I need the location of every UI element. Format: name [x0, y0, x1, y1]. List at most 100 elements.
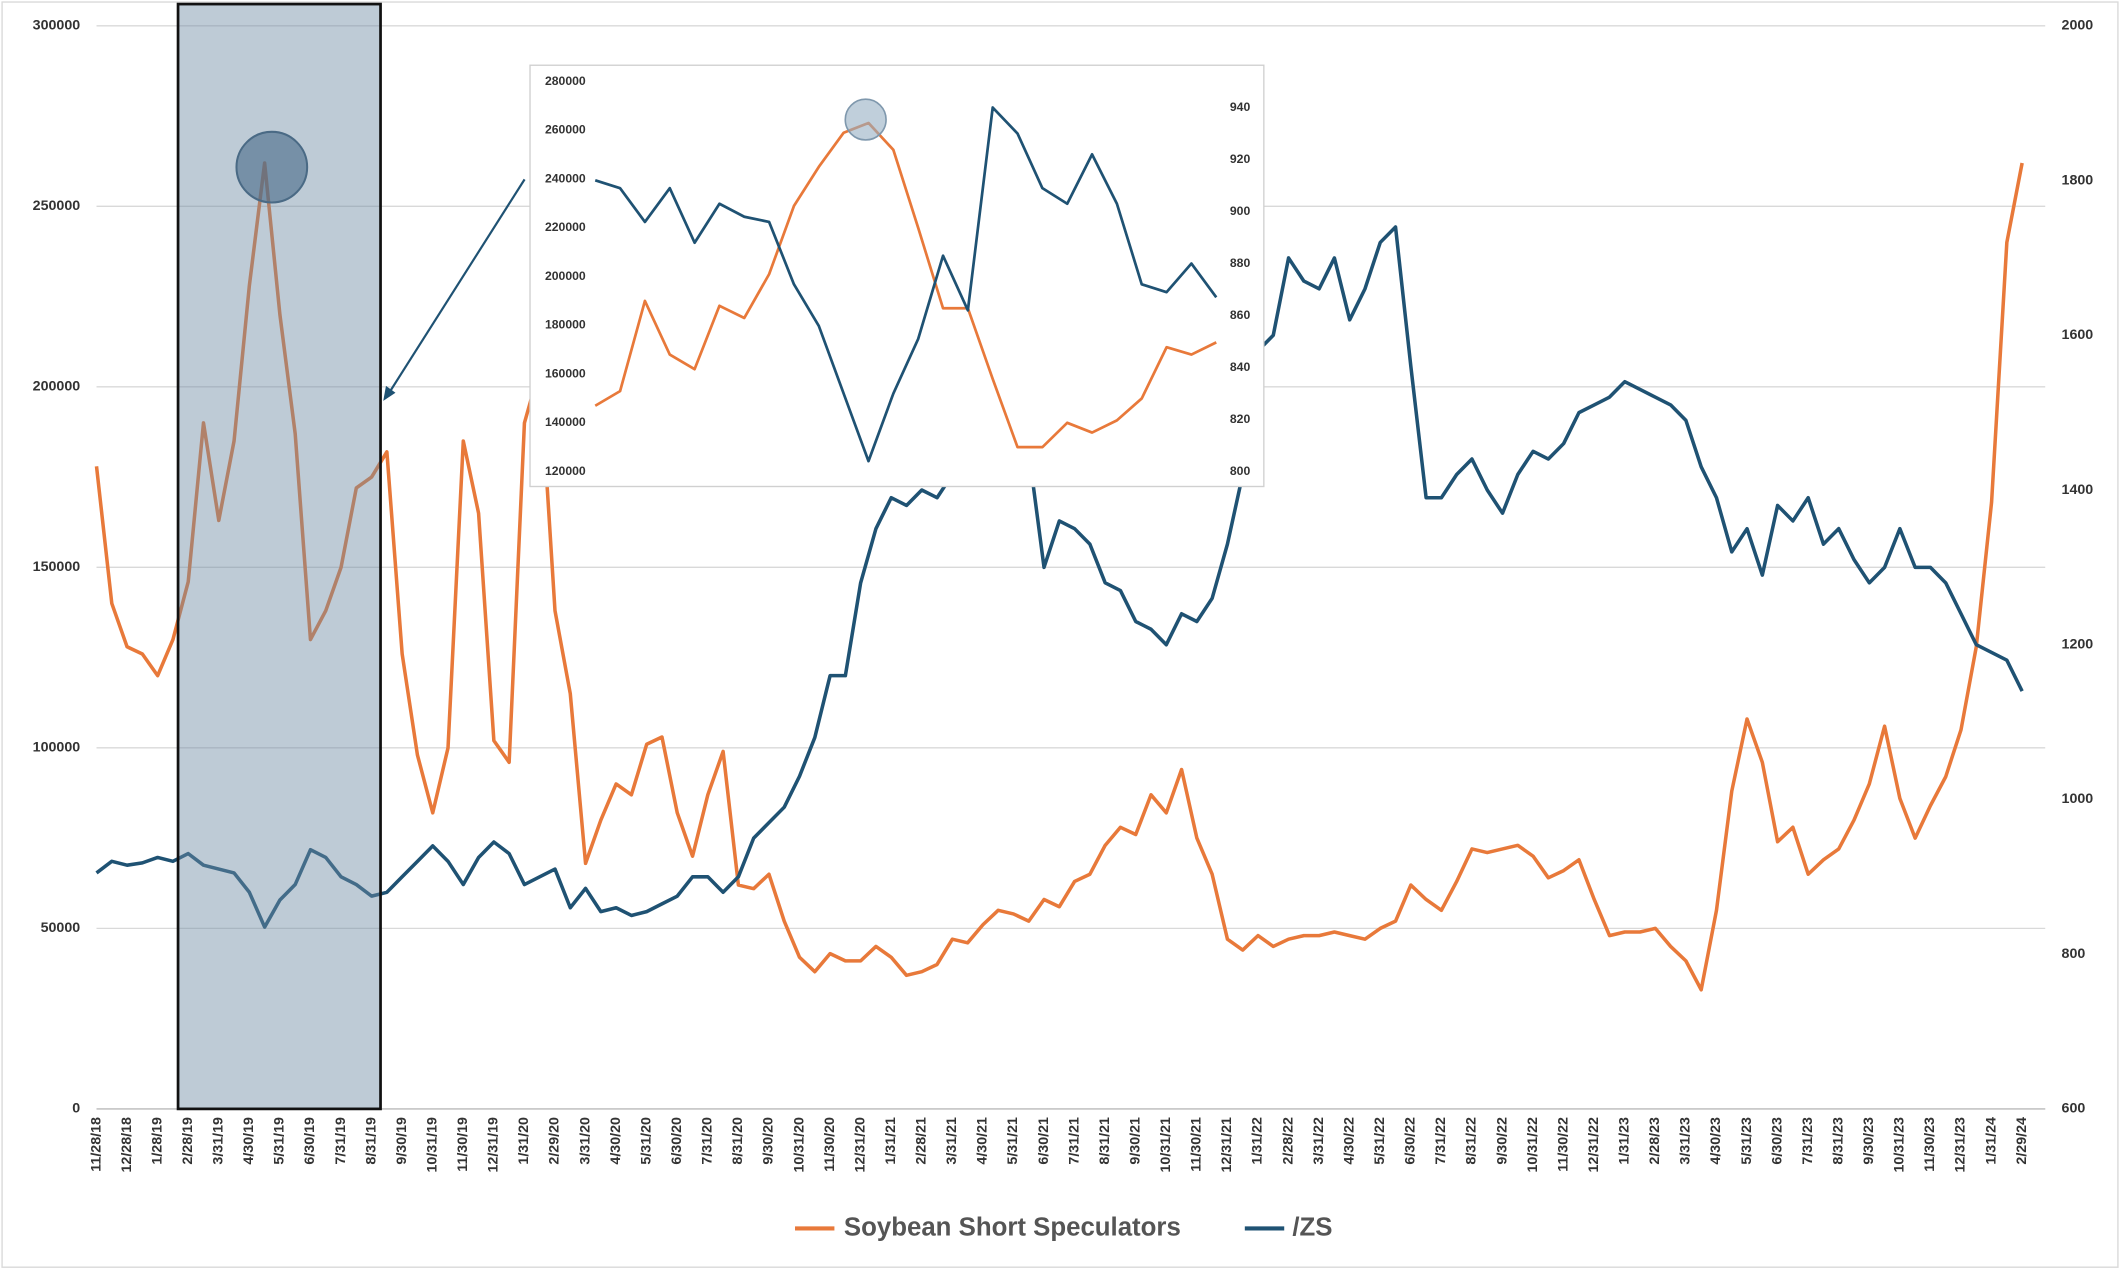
x-tick-label: 12/28/18	[119, 1117, 135, 1173]
y2-tick-label: 1800	[2062, 172, 2094, 188]
x-tick-label: 7/31/23	[1800, 1117, 1816, 1165]
y-tick-label: 280000	[545, 74, 586, 88]
x-tick-label: 1/31/24	[1983, 1117, 1999, 1165]
highlight-circle	[844, 98, 887, 141]
x-tick-label: 5/31/22	[1372, 1117, 1388, 1165]
x-tick-label: 4/30/19	[241, 1117, 257, 1165]
y-tick-label: 120000	[545, 464, 586, 478]
x-tick-label: 7/31/19	[333, 1117, 349, 1165]
x-tick-label: 5/31/23	[1739, 1117, 1755, 1165]
y-tick-label: 160000	[545, 366, 586, 380]
y2-tick-label: 820	[1230, 412, 1251, 426]
y2-tick-label: 920	[1230, 152, 1251, 166]
arrow	[389, 178, 526, 392]
x-tick-label: 3/31/19	[211, 1117, 227, 1165]
x-tick-label: 8/31/20	[730, 1117, 746, 1165]
y2-tick-label: 800	[1230, 464, 1251, 478]
inset-frame	[529, 64, 1265, 488]
x-tick-label: 2/29/24	[2014, 1117, 2030, 1165]
y2-tick-label: 880	[1230, 256, 1251, 270]
x-tick-label: 1/28/19	[149, 1117, 165, 1165]
y2-tick-label: 600	[2062, 1101, 2086, 1117]
x-tick-label: 4/30/21	[975, 1117, 991, 1165]
x-tick-label: 9/30/23	[1861, 1117, 1877, 1165]
x-tick-label: 10/31/23	[1892, 1117, 1908, 1173]
annotations	[176, 2, 526, 1111]
y2-tick-label: 1200	[2062, 636, 2094, 652]
x-tick-label: 10/31/19	[424, 1117, 440, 1173]
y2-tick-label: 840	[1230, 360, 1251, 374]
x-tick-label: 8/31/21	[1097, 1117, 1113, 1165]
x-tick-label: 9/30/20	[761, 1117, 777, 1165]
y-tick-label: 140000	[545, 415, 586, 429]
inset-chart: 120000 140000 160000 180000 200000 220000 2400…	[529, 64, 1265, 488]
main-chart: 0 50000 100000 150000 200000 250000 300000 600 8…	[33, 18, 2094, 1173]
x-tick-label: 6/30/22	[1403, 1117, 1419, 1165]
x-tick-label: 1/31/22	[1250, 1117, 1266, 1165]
y-tick-label: 50000	[41, 920, 81, 936]
x-tick-label: 3/31/20	[577, 1117, 593, 1165]
x-tick-label: 3/31/22	[1311, 1117, 1327, 1165]
x-tick-label: 11/28/18	[88, 1117, 104, 1172]
y2-tick-label: 800	[2062, 946, 2086, 962]
y-tick-label: 0	[72, 1101, 80, 1117]
legend-label: Soybean Short Speculators	[844, 1213, 1181, 1241]
x-tick-label: 8/31/23	[1830, 1117, 1846, 1165]
x-tick-label: 11/30/19	[455, 1117, 471, 1172]
series-line	[594, 106, 1218, 463]
x-tick-label: 2/28/23	[1647, 1117, 1663, 1165]
x-tick-label: 10/31/20	[791, 1117, 807, 1173]
x-tick-label: 7/31/22	[1433, 1117, 1449, 1165]
y-tick-label: 220000	[545, 220, 586, 234]
x-tick-label: 4/30/22	[1341, 1117, 1357, 1165]
x-tick-label: 11/30/22	[1555, 1117, 1571, 1172]
x-tick-label: 1/31/21	[883, 1117, 899, 1165]
x-tick-label: 7/31/20	[700, 1117, 716, 1165]
y2-tick-label: 1400	[2062, 482, 2094, 498]
x-tick-label: 3/31/23	[1678, 1117, 1694, 1165]
x-tick-label: 11/30/23	[1922, 1117, 1938, 1172]
y-tick-label: 100000	[33, 740, 81, 756]
x-tick-label: 1/31/23	[1617, 1117, 1633, 1165]
y2-tick-label: 940	[1230, 100, 1251, 114]
x-tick-label: 6/30/19	[302, 1117, 318, 1165]
x-tick-label: 8/31/22	[1464, 1117, 1480, 1165]
series-line	[94, 161, 2024, 992]
y-tick-label: 200000	[33, 379, 81, 395]
x-tick-label: 3/31/21	[944, 1117, 960, 1165]
x-tick-label: 2/29/20	[547, 1117, 563, 1165]
x-tick-label: 9/30/19	[394, 1117, 410, 1165]
x-tick-label: 2/28/22	[1280, 1117, 1296, 1165]
y2-tick-label: 2000	[2062, 18, 2094, 34]
x-tick-label: 10/31/22	[1525, 1117, 1541, 1173]
y2-tick-label: 900	[1230, 204, 1251, 218]
y-tick-label: 150000	[33, 559, 81, 575]
x-tick-label: 9/30/22	[1494, 1117, 1510, 1165]
x-tick-label: 2/28/19	[180, 1117, 196, 1165]
series-line	[594, 121, 1217, 449]
x-tick-label: 12/31/21	[1219, 1117, 1235, 1173]
x-tick-label: 11/30/21	[1189, 1117, 1205, 1172]
x-tick-label: 12/31/23	[1953, 1117, 1969, 1173]
x-tick-label: 4/30/23	[1708, 1117, 1724, 1165]
x-tick-label: 8/31/19	[363, 1117, 379, 1165]
x-tick-label: 6/30/20	[669, 1117, 685, 1165]
legend: Soybean Short Speculators /ZS	[795, 1213, 1333, 1241]
x-tick-label: 12/31/20	[852, 1117, 868, 1173]
x-tick-label: 11/30/20	[822, 1117, 838, 1172]
x-tick-label: 10/31/21	[1158, 1117, 1174, 1173]
y2-tick-label: 860	[1230, 308, 1251, 322]
x-tick-label: 2/28/21	[914, 1117, 930, 1165]
y2-tick-label: 1600	[2062, 327, 2094, 343]
x-tick-label: 12/31/22	[1586, 1117, 1602, 1173]
y2-tick-label: 1000	[2062, 791, 2094, 807]
arrow-head	[383, 385, 396, 401]
x-tick-label: 7/31/21	[1066, 1117, 1082, 1165]
series-line	[95, 225, 2024, 929]
x-tick-label: 1/31/20	[516, 1117, 532, 1165]
y-tick-label: 200000	[545, 269, 586, 283]
y-tick-label: 240000	[545, 171, 586, 185]
x-tick-label: 4/30/20	[608, 1117, 624, 1165]
y-tick-label: 250000	[33, 198, 81, 214]
